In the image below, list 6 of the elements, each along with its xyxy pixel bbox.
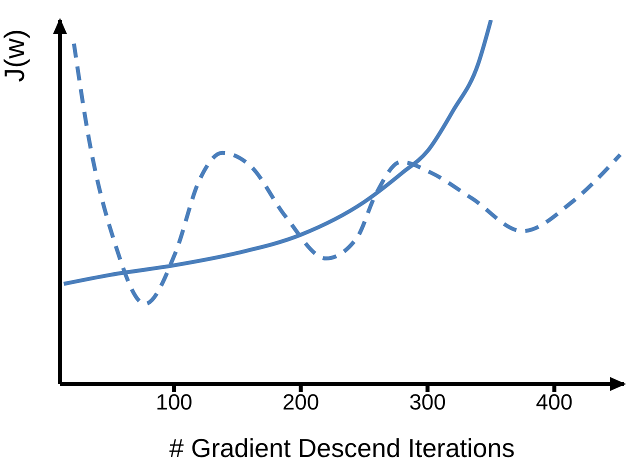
x-axis-title: # Gradient Descend Iterations	[169, 433, 515, 463]
y-axis-title: J(w)	[0, 29, 30, 82]
x-tick-label: 200	[282, 390, 320, 415]
x-tick-label: 100	[156, 390, 192, 415]
x-tick-label: 400	[536, 390, 573, 415]
x-tick-label: 300	[409, 390, 446, 415]
